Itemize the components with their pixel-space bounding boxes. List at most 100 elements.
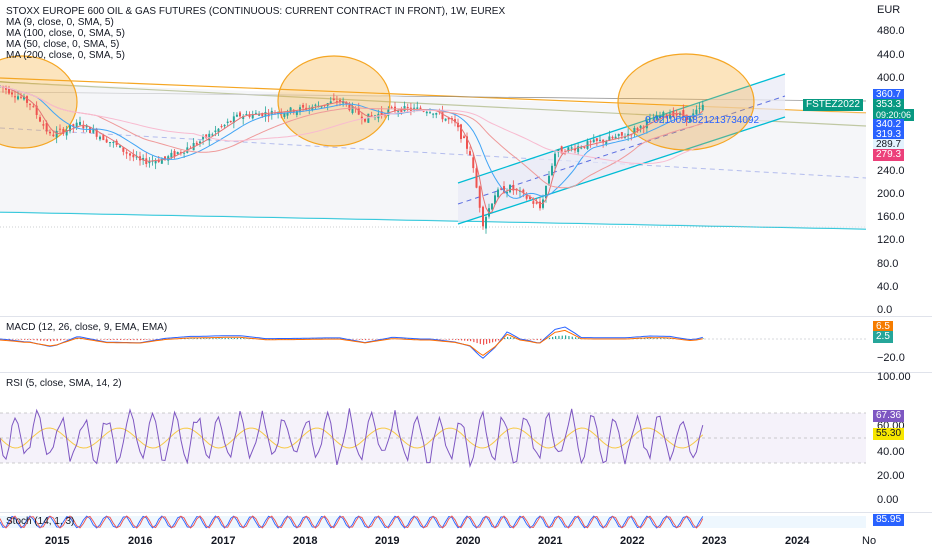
price-tag-ma: 289.7 xyxy=(873,139,905,151)
macd-histogram-bar xyxy=(21,339,23,340)
candle-body xyxy=(211,134,214,136)
symbol-tag[interactable]: FSTEZ2022 xyxy=(803,99,863,111)
candle-body xyxy=(286,112,289,116)
candle-body xyxy=(254,112,257,114)
candle-body xyxy=(176,152,179,155)
candle-body xyxy=(475,168,478,188)
macd-histogram-bar xyxy=(46,339,48,342)
macd-histogram-bar xyxy=(268,338,270,340)
candle-body xyxy=(92,129,95,133)
candle-body xyxy=(142,158,145,161)
candle-body xyxy=(339,100,341,102)
candle-body xyxy=(348,104,351,111)
stoch-band xyxy=(0,516,866,528)
price-tick: 400.0 xyxy=(877,72,905,84)
pane-separator[interactable] xyxy=(0,512,932,513)
macd-histogram-bar xyxy=(63,339,65,340)
macd-histogram-bar xyxy=(240,338,242,339)
candle-body xyxy=(685,114,688,121)
macd-histogram-bar xyxy=(126,339,128,341)
candle-body xyxy=(497,189,499,197)
candle-body xyxy=(400,108,403,113)
candle-body xyxy=(292,109,295,113)
candle-body xyxy=(195,142,198,145)
macd-value-tag: 6.5 xyxy=(873,321,893,333)
candle-body xyxy=(239,112,241,117)
candle-body xyxy=(662,112,665,119)
stoch-title: Stoch (14, 1, 3) xyxy=(6,516,75,527)
candle-body xyxy=(220,126,223,128)
candle-body xyxy=(589,141,592,143)
candle-body xyxy=(509,185,511,193)
macd-histogram-bar xyxy=(561,335,563,339)
candle-body xyxy=(129,153,131,156)
macd-histogram-bar xyxy=(467,339,469,341)
candle-body xyxy=(435,113,438,115)
candle-body xyxy=(450,118,453,120)
macd-histogram-bar xyxy=(510,337,512,339)
macd-histogram-bar xyxy=(200,338,202,339)
macd-histogram-bar xyxy=(442,339,444,340)
candle-body xyxy=(208,133,211,141)
rsi-ma-tag: 55.30 xyxy=(873,428,905,440)
candle-body xyxy=(463,136,465,139)
macd-histogram-bar xyxy=(203,338,205,339)
candle-body xyxy=(701,104,704,111)
rsi-value-tag: 67.36 xyxy=(873,410,905,422)
macd-histogram-bar xyxy=(152,339,154,340)
candle-body xyxy=(413,107,416,109)
macd-histogram-bar xyxy=(358,339,360,340)
candle-body xyxy=(659,116,661,119)
rising-channel-lower xyxy=(457,116,786,225)
candle-body xyxy=(529,196,531,200)
macd-histogram-bar xyxy=(571,336,573,339)
candle-body xyxy=(425,111,428,114)
pane-separator[interactable] xyxy=(0,316,932,317)
candle-body xyxy=(611,136,614,139)
time-label: No xyxy=(862,535,877,547)
candle-body xyxy=(79,121,81,125)
macd-histogram-bar xyxy=(533,339,535,340)
macd-histogram-bar xyxy=(458,339,460,341)
candle-body xyxy=(99,136,101,140)
macd-histogram-bar xyxy=(643,338,645,339)
macd-histogram-bar xyxy=(265,338,267,340)
macd-histogram-bar xyxy=(236,338,239,339)
candle-body xyxy=(157,159,160,163)
macd-histogram-bar xyxy=(96,339,98,340)
macd-histogram-bar xyxy=(486,339,488,344)
candle-body xyxy=(52,134,55,137)
candle-body xyxy=(82,124,85,129)
candle-body xyxy=(248,114,251,117)
macd-histogram-bar xyxy=(120,339,122,341)
candle-body xyxy=(20,96,22,98)
macd-histogram-bar xyxy=(60,339,62,341)
macd-histogram-bar xyxy=(224,338,226,339)
candle-body xyxy=(314,104,317,106)
macd-histogram-bar xyxy=(526,339,528,340)
macd-histogram-bar xyxy=(113,339,115,340)
macd-histogram-bar xyxy=(206,338,208,339)
macd-histogram-bar xyxy=(530,339,532,340)
highlight-ellipse xyxy=(0,55,78,149)
candle-body xyxy=(160,159,163,164)
candle-body xyxy=(295,111,298,115)
macd-histogram-bar xyxy=(246,338,248,339)
candle-body xyxy=(39,117,41,122)
macd-histogram-bar xyxy=(190,338,192,339)
macd-histogram-bar xyxy=(66,339,68,340)
candle-body xyxy=(444,118,447,121)
macd-histogram-bar xyxy=(133,339,135,341)
pane-separator[interactable] xyxy=(0,372,932,373)
candle-body xyxy=(283,113,286,117)
candle-body xyxy=(605,141,608,145)
macd-histogram-bar xyxy=(140,339,142,341)
candle-body xyxy=(665,114,668,116)
macd-histogram-bar xyxy=(640,338,642,339)
candle-body xyxy=(370,115,373,117)
candle-body xyxy=(105,139,108,143)
candle-body xyxy=(85,125,88,128)
candle-body xyxy=(45,122,48,132)
candle-body xyxy=(419,107,422,110)
